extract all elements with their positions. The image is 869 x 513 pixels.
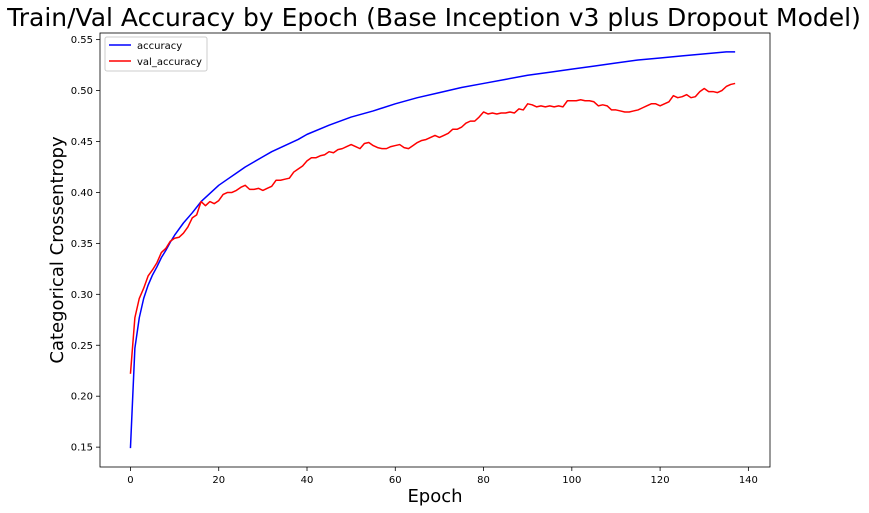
series-line-val-accuracy [129,82,736,374]
plot-area [129,51,736,449]
y-tick-label: 0.45 [71,137,93,148]
legend-label-accuracy: accuracy [137,41,182,52]
x-tick-label: 20 [212,475,225,486]
y-tick-label: 0.15 [71,443,93,454]
y-tick-label: 0.25 [71,341,93,352]
x-tick-label: 60 [389,475,402,486]
x-tick-label: 80 [477,475,490,486]
chart-title: Train/Val Accuracy by Epoch (Base Incept… [6,3,861,32]
series-line-accuracy [129,51,736,449]
y-tick-label: 0.35 [71,239,93,250]
y-tick-label: 0.50 [71,86,93,97]
legend: accuracy val_accuracy [104,36,208,72]
x-tick-label: 120 [651,475,670,486]
y-tick-label: 0.20 [71,392,93,403]
x-tick-label: 40 [301,475,314,486]
y-tick-label: 0.55 [71,35,93,46]
x-tick-label: 140 [739,475,758,486]
legend-label-val-accuracy: val_accuracy [137,57,202,68]
x-tick-label: 0 [127,475,133,486]
axis-ticks: 0 20 40 60 80 100 120 140 0.15 0.20 0.25 0.30 0.35 0.… [71,35,758,486]
y-axis-label: Categorical Crossentropy [47,136,68,364]
axes-frame [99,32,771,468]
y-tick-label: 0.30 [71,290,93,301]
y-tick-label: 0.40 [71,188,93,199]
x-tick-label: 100 [562,475,581,486]
x-axis-label: Epoch [407,486,462,507]
